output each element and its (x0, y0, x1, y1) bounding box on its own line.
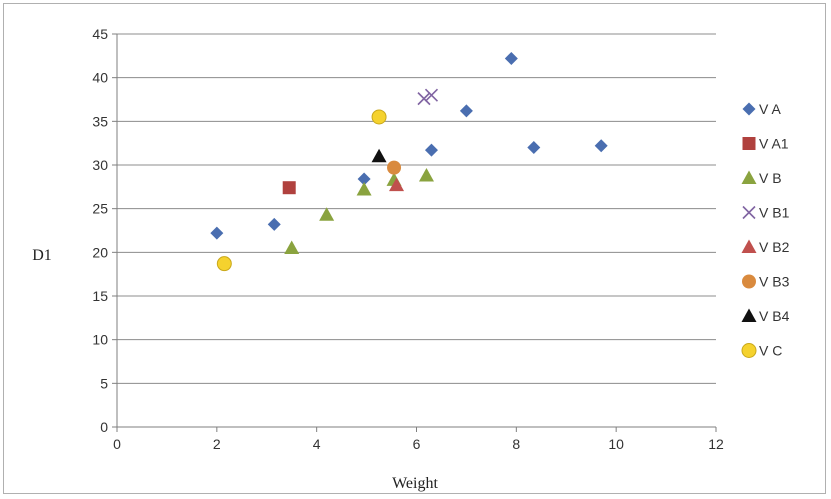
legend-label: V C (759, 343, 782, 359)
legend-label: V B2 (759, 239, 790, 255)
legend-marker (742, 274, 756, 289)
x-tick-label: 0 (113, 436, 121, 452)
data-point (210, 226, 224, 240)
legend-item: V C (741, 343, 782, 359)
legend-marker (742, 205, 756, 220)
data-point (527, 141, 541, 155)
legend-label: V A1 (759, 136, 789, 152)
x-axis-label: Weight (392, 475, 438, 492)
x-tick-label: 12 (708, 436, 724, 452)
data-point (216, 256, 232, 272)
data-points (210, 51, 608, 272)
data-point (371, 109, 387, 125)
data-point (284, 240, 300, 254)
data-point (417, 92, 431, 106)
y-tick-label: 25 (92, 201, 108, 217)
data-point (594, 139, 608, 153)
legend-marker (741, 343, 757, 358)
data-point (387, 160, 402, 175)
x-tick-label: 6 (413, 436, 421, 452)
legend-item: V B2 (741, 239, 790, 255)
x-tick-label: 8 (512, 436, 520, 452)
legend-label: V B3 (759, 274, 790, 290)
data-point (282, 181, 296, 195)
y-tick-label: 30 (92, 157, 108, 173)
legend-label: V B4 (759, 308, 790, 324)
legend-item: V A (742, 101, 781, 117)
data-point (356, 181, 372, 196)
data-point (319, 207, 335, 221)
legend-item: V B (741, 170, 782, 186)
data-point (424, 143, 438, 157)
data-point (267, 217, 281, 231)
legend-marker (742, 137, 756, 150)
y-tick-label: 15 (92, 288, 108, 304)
data-point (504, 51, 518, 65)
legend-label: V B (759, 170, 782, 186)
y-tick-label: 20 (92, 244, 108, 260)
legend-marker (741, 308, 757, 322)
y-tick-label: 0 (100, 419, 108, 435)
legend-marker (742, 102, 756, 116)
x-tick-label: 10 (608, 436, 624, 452)
legend: V A V A1 V B V B1 V B2 V B3 V B4 V C (741, 101, 790, 359)
legend-item: V A1 (742, 136, 789, 152)
gridlines (117, 33, 716, 384)
legend-item: V B4 (741, 308, 790, 324)
x-tick-label: 4 (313, 436, 321, 452)
data-point (389, 177, 405, 192)
data-point (371, 148, 387, 163)
legend-label: V B1 (759, 205, 790, 221)
data-point (418, 167, 434, 182)
legend-item: V B3 (742, 274, 790, 290)
legend-label: V A (759, 101, 781, 117)
legend-marker (741, 239, 757, 253)
x-tick-label: 2 (213, 436, 221, 452)
data-point (459, 104, 473, 118)
legend-item: V B1 (742, 205, 790, 221)
y-tick-label: 5 (100, 375, 108, 391)
data-point (357, 172, 371, 186)
y-tick-label: 10 (92, 332, 108, 348)
y-tick-label: 35 (92, 113, 108, 129)
y-tick-label: 40 (92, 70, 108, 86)
data-point (424, 88, 439, 102)
y-tick-label: 45 (92, 26, 108, 42)
axes: 0 5 10 15 20 25 30 35 40 45 0 2 4 6 8 10 12 (92, 26, 724, 452)
legend-marker (741, 170, 757, 184)
y-axis-label: D1 (32, 247, 52, 264)
